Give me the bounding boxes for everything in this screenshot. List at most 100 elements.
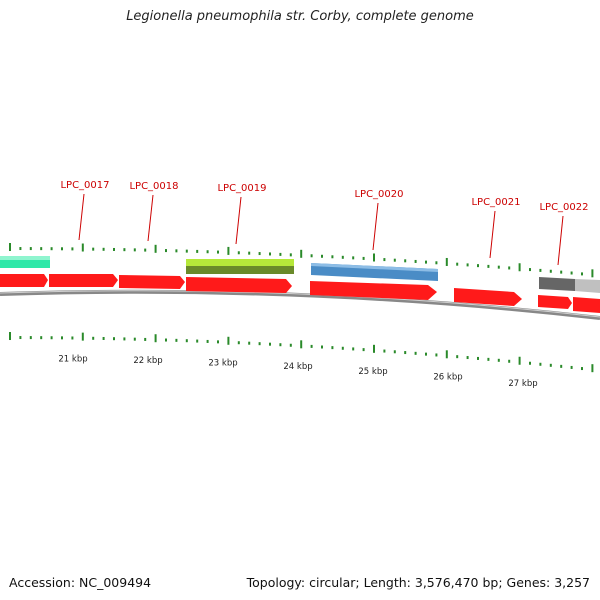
gene-label[interactable]: LPC_0019 <box>217 183 266 194</box>
tick-mark <box>165 338 167 342</box>
tick-mark <box>591 269 594 278</box>
tick-mark <box>477 264 479 268</box>
gene-leader-line <box>372 202 379 251</box>
tick-mark <box>237 341 240 345</box>
tick-mark <box>217 250 219 254</box>
map-title: Legionella pneumophila str. Corby, compl… <box>126 9 474 24</box>
gene-label[interactable]: LPC_0017 <box>60 180 109 191</box>
tick-mark <box>570 271 573 275</box>
tick-mark <box>362 256 365 260</box>
feature-green[interactable] <box>186 259 294 274</box>
tick-mark <box>71 336 74 340</box>
tick-mark <box>529 268 531 272</box>
tick-mark <box>248 341 251 345</box>
tick-mark <box>518 263 521 272</box>
tick-mark <box>518 356 521 365</box>
tick-mark <box>227 336 230 345</box>
tick-mark <box>414 259 417 263</box>
tick-mark <box>435 353 438 357</box>
tick-mark <box>81 243 84 252</box>
tick-mark <box>196 249 199 253</box>
tick-mark <box>279 343 282 347</box>
tick-mark <box>185 249 188 253</box>
tick-mark <box>445 350 448 359</box>
tick-mark <box>445 257 448 266</box>
gene-arrow[interactable] <box>310 281 437 300</box>
tick-mark <box>393 258 396 262</box>
gene-arrow[interactable] <box>186 277 292 293</box>
scale-label: 27 kbp <box>508 379 537 389</box>
tick-mark <box>144 337 147 341</box>
scale-label: 21 kbp <box>58 354 87 364</box>
lower-tick-track <box>9 332 594 373</box>
tick-mark <box>425 352 427 356</box>
scale-label: 25 kbp <box>358 367 387 377</box>
tick-mark <box>258 342 261 346</box>
gene-arrow[interactable] <box>454 288 522 306</box>
tick-mark <box>466 263 469 267</box>
tick-mark <box>19 247 22 251</box>
tick-mark <box>487 357 490 361</box>
scale-label: 24 kbp <box>283 362 312 372</box>
tick-mark <box>19 336 22 340</box>
tick-mark <box>581 272 583 276</box>
gene-leader-line <box>235 196 242 245</box>
tick-mark <box>92 247 95 251</box>
gene-label[interactable]: LPC_0018 <box>129 181 178 192</box>
tick-mark <box>40 247 43 251</box>
tick-mark <box>341 346 344 350</box>
tick-mark <box>133 337 136 341</box>
tick-mark <box>591 364 594 373</box>
tick-mark <box>102 336 105 340</box>
gene-arrow[interactable] <box>49 274 118 287</box>
tick-mark <box>237 251 240 255</box>
tick-mark <box>248 251 251 255</box>
gene-label[interactable]: LPC_0020 <box>354 189 403 200</box>
gene-leader-line <box>78 193 85 241</box>
tick-mark <box>310 254 313 258</box>
tick-mark <box>92 336 95 340</box>
gene-leader-line <box>147 194 154 242</box>
tick-mark <box>373 253 375 262</box>
feature-gray[interactable] <box>539 277 600 293</box>
gene-leader-line <box>557 215 564 266</box>
tick-mark <box>404 351 407 355</box>
tick-mark <box>404 259 407 263</box>
tick-mark <box>279 252 282 256</box>
gene-label[interactable]: LPC_0021 <box>471 197 520 208</box>
tick-mark <box>81 332 84 341</box>
tick-mark <box>196 339 199 343</box>
gene-arrow[interactable] <box>573 297 600 313</box>
scale-label: 22 kbp <box>133 356 162 366</box>
tick-mark <box>414 351 417 355</box>
tick-mark <box>289 253 292 257</box>
tick-mark <box>9 332 11 341</box>
gene-arrows <box>0 274 600 313</box>
tick-mark <box>61 247 63 251</box>
tick-mark <box>539 362 542 366</box>
scale-label: 23 kbp <box>208 359 237 369</box>
tick-mark <box>165 249 167 253</box>
tick-mark <box>269 252 271 256</box>
tick-mark <box>175 249 178 253</box>
feature-teal[interactable] <box>0 256 50 268</box>
gene-arrow[interactable] <box>0 274 48 287</box>
tick-mark <box>352 256 355 260</box>
tick-mark <box>227 246 230 255</box>
tick-mark <box>425 260 427 264</box>
tick-mark <box>383 349 386 353</box>
tick-mark <box>154 244 157 253</box>
tick-mark <box>456 262 459 266</box>
tick-mark <box>331 346 334 350</box>
gene-labels: LPC_0017 LPC_0018 LPC_0019 LPC_0020 LPC_0021… <box>60 180 589 266</box>
gene-label[interactable]: LPC_0022 <box>539 202 588 213</box>
tick-mark <box>258 252 261 256</box>
tick-mark <box>289 343 292 347</box>
tick-mark <box>549 269 552 273</box>
gene-arrow[interactable] <box>538 295 572 309</box>
tick-mark <box>529 361 531 365</box>
genome-backbone-highlight <box>0 290 600 318</box>
gene-arrow[interactable] <box>119 275 185 289</box>
feature-blue[interactable] <box>311 263 438 281</box>
